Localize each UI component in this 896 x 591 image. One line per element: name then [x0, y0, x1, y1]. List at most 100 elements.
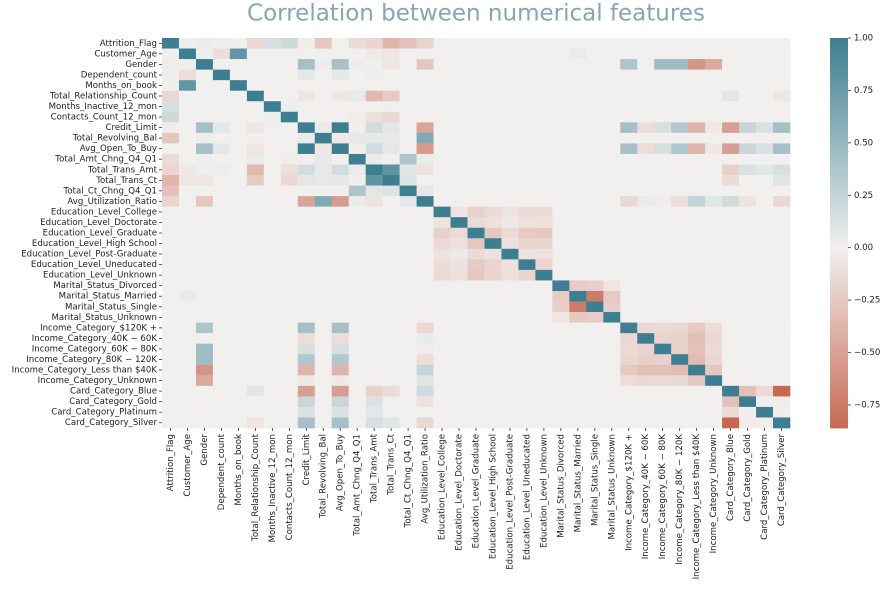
heatmap-cell	[569, 333, 587, 344]
heatmap-cell	[348, 59, 366, 70]
heatmap-cell	[331, 111, 350, 123]
heatmap-cell	[722, 153, 740, 165]
heatmap-cell	[739, 322, 757, 334]
heatmap-cell	[467, 290, 485, 302]
heatmap-cell	[688, 164, 706, 176]
heatmap-cell	[773, 227, 791, 239]
heatmap-cell	[535, 406, 553, 418]
heatmap-cell	[739, 217, 757, 229]
heatmap-cell	[773, 48, 791, 60]
heatmap-cell	[501, 333, 519, 344]
heatmap-cell	[229, 354, 248, 366]
heatmap-cell	[773, 417, 791, 429]
colorbar-segment	[830, 116, 848, 120]
heatmap-cell	[212, 69, 231, 81]
heatmap-cell	[195, 59, 214, 70]
heatmap-cell	[756, 396, 774, 408]
heatmap-cell	[246, 354, 265, 366]
heatmap-cell	[722, 122, 740, 134]
heatmap-cell	[722, 417, 740, 429]
colorbar-segment	[830, 343, 848, 348]
heatmap-cell	[671, 164, 689, 176]
heatmap-cell	[688, 343, 706, 355]
heatmap-cell	[212, 322, 231, 334]
colorbar-segment	[830, 200, 848, 205]
heatmap-cell	[552, 354, 570, 366]
heatmap-cell	[603, 48, 621, 60]
heatmap-cell	[450, 69, 468, 81]
heatmap-cell	[178, 59, 197, 70]
heatmap-cell	[229, 280, 248, 292]
heatmap-cell	[229, 153, 248, 165]
heatmap-cell	[569, 290, 587, 302]
x-tick-label: Income_Category_40K − 60K	[641, 434, 651, 560]
heatmap-cell	[178, 301, 197, 313]
heatmap-cell	[382, 227, 400, 239]
heatmap-cell	[688, 132, 706, 144]
heatmap-cell	[212, 101, 231, 113]
heatmap-cell	[331, 375, 350, 387]
heatmap-cell	[348, 312, 366, 323]
heatmap-cell	[263, 101, 282, 113]
heatmap-cell	[586, 333, 604, 344]
heatmap-cell	[620, 143, 638, 155]
heatmap-cell	[331, 185, 350, 197]
y-tick-label: Avg_Utilization_Ratio	[67, 197, 157, 207]
heatmap-cell	[314, 227, 333, 239]
heatmap-cell	[756, 301, 774, 313]
heatmap-cell	[178, 269, 197, 281]
heatmap-cell	[603, 385, 621, 397]
heatmap-cell	[773, 343, 791, 355]
heatmap-cell	[773, 385, 791, 397]
heatmap-cell	[739, 206, 757, 218]
heatmap-cell	[212, 143, 231, 155]
colorbar-tick-label: 0.75	[854, 86, 873, 96]
heatmap-cell	[722, 364, 740, 376]
heatmap-cell	[773, 259, 791, 271]
heatmap-cell	[620, 333, 638, 344]
heatmap-cell	[518, 164, 536, 176]
y-tick-label: Income_Category_Less than $40K	[12, 366, 158, 376]
heatmap-cell	[365, 312, 383, 323]
heatmap-cell	[620, 111, 638, 123]
heatmap-cell	[654, 122, 672, 134]
heatmap-cell	[654, 153, 672, 165]
heatmap-cell	[212, 406, 231, 418]
heatmap-cell	[569, 280, 587, 292]
heatmap-cell	[501, 375, 519, 387]
heatmap-cell	[314, 406, 333, 418]
heatmap-cell	[331, 396, 350, 408]
heatmap-cell	[162, 217, 180, 229]
heatmap-cell	[348, 206, 366, 218]
heatmap-cell	[229, 375, 248, 387]
heatmap-cell	[263, 164, 282, 176]
heatmap-cell	[705, 206, 723, 218]
heatmap-cell	[518, 90, 536, 102]
y-tick-label: Total_Relationship_Count	[49, 91, 158, 101]
colorbar-tick-label: −0.50	[854, 348, 880, 358]
heatmap-cell	[671, 206, 689, 218]
heatmap-cell	[399, 164, 417, 176]
heatmap-cell	[620, 280, 638, 292]
colorbar-segment	[830, 333, 848, 338]
heatmap-cell	[671, 301, 689, 313]
heatmap-cell	[603, 269, 621, 281]
heatmap-cell	[467, 90, 485, 102]
colorbar-tick-label: 0.50	[854, 138, 873, 148]
heatmap-cell	[654, 322, 672, 334]
heatmap-cell	[399, 227, 417, 239]
heatmap-cell	[484, 164, 502, 176]
heatmap-cell	[756, 69, 774, 81]
heatmap-cell	[450, 227, 468, 239]
heatmap-cell	[280, 301, 299, 313]
colorbar-segment	[830, 177, 848, 182]
heatmap-cell	[654, 354, 672, 366]
heatmap-cell	[246, 90, 265, 102]
heatmap-cell	[263, 312, 282, 323]
heatmap-cell	[620, 185, 638, 197]
heatmap-cell	[433, 59, 451, 70]
heatmap-cell	[705, 290, 723, 302]
heatmap-cell	[603, 417, 621, 429]
heatmap-cell	[297, 69, 316, 81]
heatmap-cell	[637, 354, 655, 366]
